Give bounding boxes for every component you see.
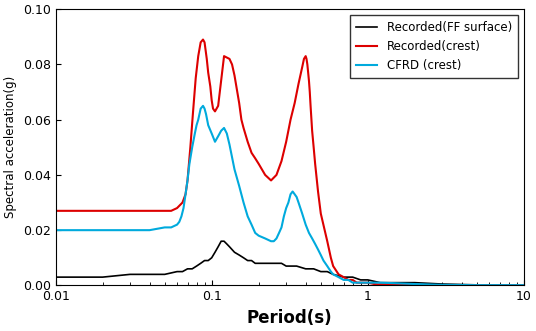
CFRD (crest) (174, 223, 180, 227)
Recorded(FF surface) (330, 272, 337, 276)
Recorded(FF surface) (189, 267, 196, 271)
Recorded(FF surface) (310, 267, 317, 271)
CFRD (crest) (520, 283, 527, 287)
X-axis label: Period(s): Period(s) (247, 309, 332, 327)
Recorded(FF surface) (324, 270, 331, 274)
Recorded(FF surface) (377, 281, 383, 285)
Line: Recorded(FF surface): Recorded(FF surface) (56, 241, 524, 285)
Y-axis label: Spectral acceleration(g): Spectral acceleration(g) (4, 76, 17, 218)
Recorded(FF surface) (231, 250, 237, 254)
Recorded(FF surface) (205, 259, 211, 262)
Recorded(crest) (53, 209, 59, 213)
Recorded(FF surface) (193, 264, 200, 268)
Recorded(crest) (412, 283, 418, 287)
Recorded(FF surface) (302, 267, 309, 271)
Recorded(FF surface) (273, 261, 280, 265)
Recorded(FF surface) (364, 278, 371, 282)
Recorded(FF surface) (318, 270, 324, 274)
Line: Recorded(crest): Recorded(crest) (56, 39, 524, 285)
Recorded(FF surface) (439, 282, 445, 286)
Legend: Recorded(FF surface), Recorded(crest), CFRD (crest): Recorded(FF surface), Recorded(crest), C… (350, 15, 518, 78)
Recorded(crest) (231, 73, 237, 77)
Recorded(FF surface) (226, 245, 233, 249)
Recorded(FF surface) (278, 261, 285, 265)
Recorded(FF surface) (252, 261, 258, 265)
Recorded(FF surface) (283, 264, 289, 268)
CFRD (crest) (327, 270, 334, 274)
Recorded(FF surface) (474, 283, 480, 287)
Recorded(FF surface) (146, 272, 153, 276)
CFRD (crest) (340, 278, 347, 282)
Recorded(FF surface) (202, 259, 208, 262)
Recorded(crest) (287, 118, 294, 122)
CFRD (crest) (53, 228, 59, 232)
Recorded(FF surface) (99, 275, 106, 279)
Recorded(crest) (340, 275, 347, 279)
Recorded(FF surface) (412, 281, 418, 285)
Recorded(FF surface) (244, 259, 251, 262)
CFRD (crest) (364, 281, 371, 285)
Recorded(FF surface) (215, 245, 221, 249)
Recorded(crest) (200, 37, 206, 41)
Recorded(FF surface) (212, 250, 218, 254)
Recorded(FF surface) (161, 272, 168, 276)
Recorded(FF surface) (197, 261, 204, 265)
Recorded(crest) (520, 283, 527, 287)
Recorded(FF surface) (236, 253, 242, 257)
Recorded(crest) (179, 201, 185, 205)
Recorded(FF surface) (127, 272, 133, 276)
Recorded(FF surface) (53, 275, 59, 279)
Recorded(FF surface) (392, 281, 398, 285)
Recorded(FF surface) (496, 283, 503, 287)
Recorded(FF surface) (248, 259, 255, 262)
Recorded(FF surface) (268, 261, 274, 265)
Recorded(FF surface) (224, 242, 230, 246)
Recorded(FF surface) (179, 270, 185, 274)
Recorded(crest) (307, 104, 314, 108)
Recorded(FF surface) (218, 239, 225, 243)
Recorded(FF surface) (340, 275, 347, 279)
Recorded(FF surface) (293, 264, 300, 268)
Recorded(FF surface) (256, 261, 262, 265)
Recorded(FF surface) (262, 261, 269, 265)
Recorded(FF surface) (358, 278, 364, 282)
CFRD (crest) (200, 104, 206, 108)
Recorded(FF surface) (184, 267, 191, 271)
CFRD (crest) (320, 259, 326, 262)
Recorded(FF surface) (221, 239, 227, 243)
Recorded(FF surface) (520, 283, 527, 287)
Recorded(crest) (306, 79, 312, 83)
Recorded(FF surface) (349, 275, 356, 279)
Recorded(FF surface) (240, 256, 247, 260)
CFRD (crest) (330, 272, 337, 276)
Line: CFRD (crest): CFRD (crest) (56, 106, 524, 285)
Recorded(FF surface) (209, 256, 215, 260)
Recorded(FF surface) (174, 270, 180, 274)
CFRD (crest) (474, 283, 480, 287)
